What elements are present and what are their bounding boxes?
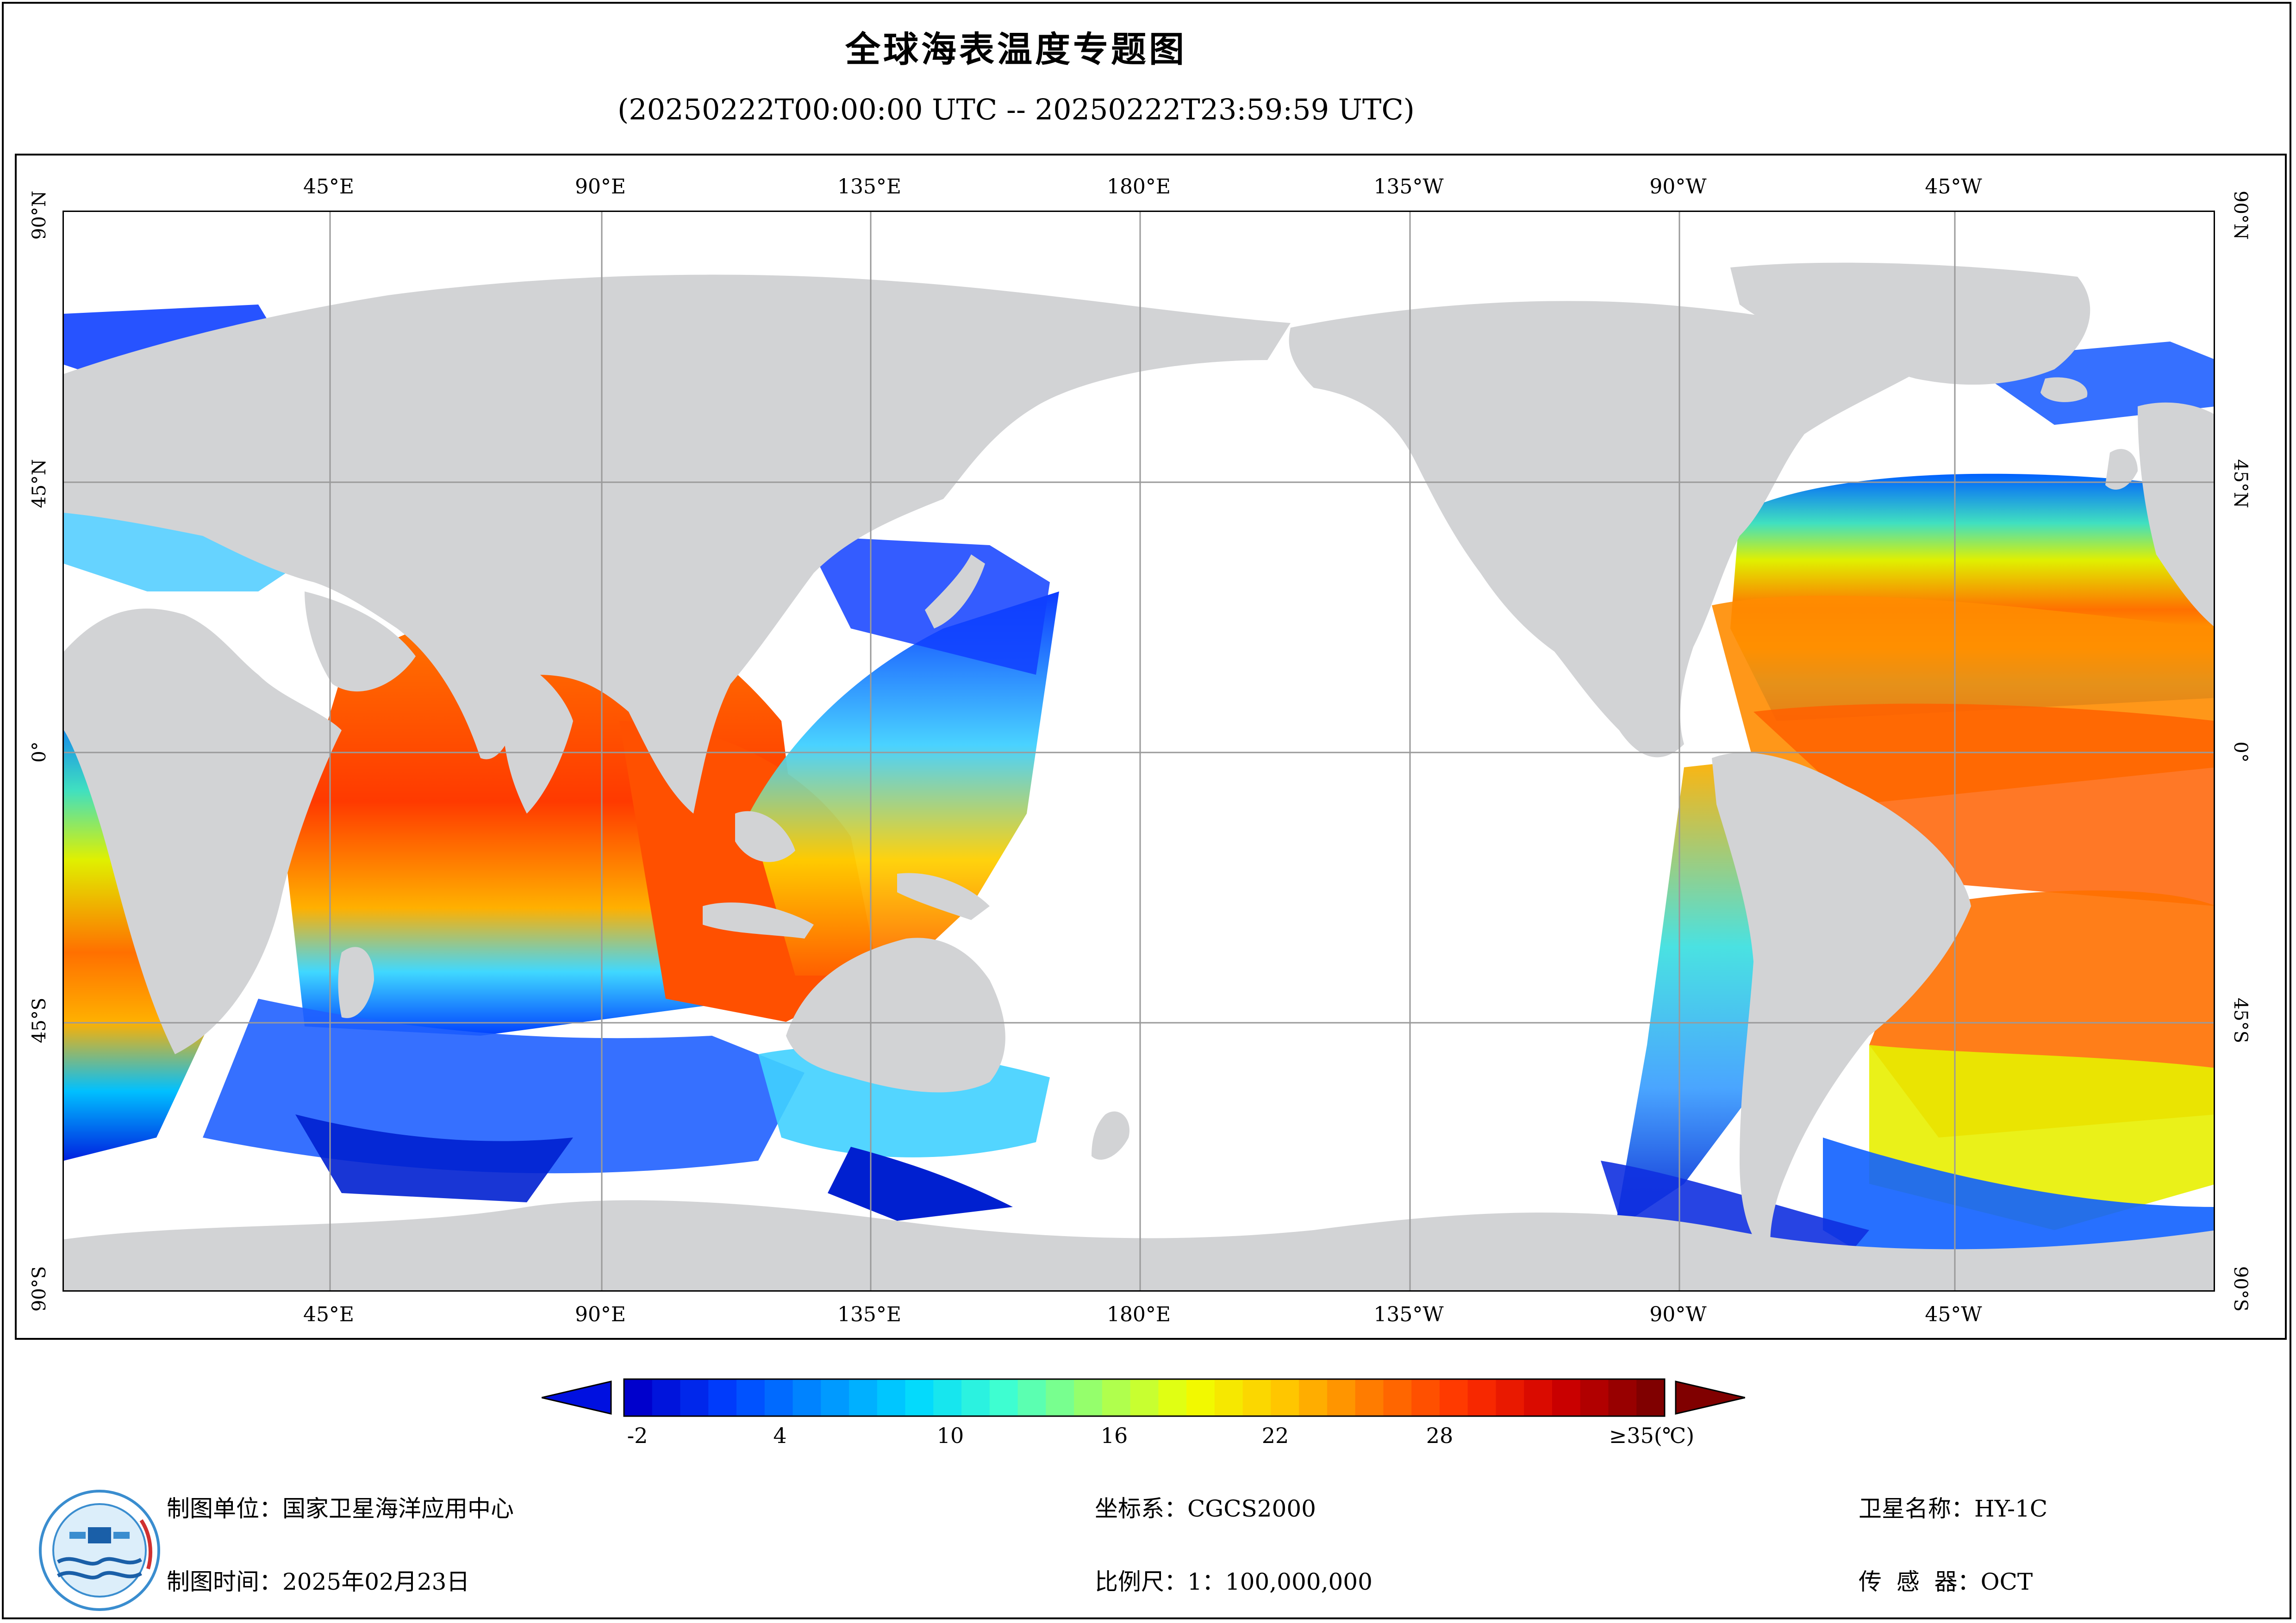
color-bar-cell <box>1299 1379 1328 1416</box>
color-bar-cell <box>1608 1379 1637 1416</box>
lat-label-right-0: 0° <box>2230 741 2251 763</box>
color-bar-cell <box>1383 1379 1412 1416</box>
color-bar-cell <box>624 1379 653 1416</box>
lon-label-bottom-90w: 90°W <box>1649 1303 1707 1326</box>
color-bar-cell <box>905 1379 934 1416</box>
producer-label: 制图单位：国家卫星海洋应用中心 <box>167 1495 514 1522</box>
color-bar-cell <box>1552 1379 1581 1416</box>
sensor-label: 传 感 器：OCT <box>1859 1568 2033 1595</box>
lon-label-bottom-90e: 90°E <box>574 1303 626 1326</box>
legend-tick-28: 28 <box>1426 1423 1454 1448</box>
lat-label-left-90s: 90°S <box>29 1266 50 1312</box>
color-bar-cell <box>1214 1379 1243 1416</box>
color-bar-cell <box>1355 1379 1384 1416</box>
color-bar-cell <box>1102 1379 1131 1416</box>
color-bar-cell <box>764 1379 793 1416</box>
color-bar-cell <box>1524 1379 1553 1416</box>
color-bar-cell <box>736 1379 765 1416</box>
lon-label-top-180e: 180°E <box>1106 175 1171 199</box>
color-bar-cell <box>989 1379 1018 1416</box>
color-bar-cell <box>1327 1379 1356 1416</box>
lon-label-bottom-135e: 135°E <box>837 1303 902 1326</box>
color-bar-cell <box>1271 1379 1300 1416</box>
lat-label-right-90n: 90°N <box>2230 191 2251 240</box>
lat-label-right-45n: 45°N <box>2230 459 2251 508</box>
legend-tick-35: ≥35(℃) <box>1609 1423 1695 1448</box>
color-bar-cell <box>961 1379 990 1416</box>
lat-label-right-90s: 90°S <box>2230 1266 2251 1312</box>
color-bar-cells <box>624 1379 1665 1416</box>
color-bar-cell <box>1580 1379 1609 1416</box>
legend-tick-neg2: -2 <box>627 1423 648 1448</box>
lon-label-bottom-45e: 45°E <box>303 1303 355 1326</box>
color-bar-cell <box>1158 1379 1187 1416</box>
color-bar-cell <box>680 1379 709 1416</box>
map-title: 全球海表温度专题图 <box>845 29 1187 70</box>
lon-label-bottom-180e: 180°E <box>1106 1303 1171 1326</box>
logo-graphic <box>39 1490 160 1611</box>
lon-label-top-45w: 45°W <box>1925 175 1982 199</box>
color-bar-cell <box>877 1379 906 1416</box>
color-bar-cell <box>1439 1379 1468 1416</box>
color-bar-border <box>623 1378 1666 1417</box>
color-bar <box>542 1378 1745 1417</box>
color-bar-cell <box>1046 1379 1075 1416</box>
legend-max-arrow <box>1675 1380 1745 1415</box>
lat-label-left-45n: 45°N <box>29 459 50 508</box>
organization-logo <box>37 1488 162 1613</box>
color-bar-cell <box>1496 1379 1525 1416</box>
lon-label-top-90w: 90°W <box>1649 175 1707 199</box>
lat-label-left-45s: 45°S <box>29 997 50 1044</box>
legend-tick-10: 10 <box>936 1423 964 1448</box>
legend-min-arrow <box>542 1380 612 1415</box>
color-bar-cell <box>1186 1379 1215 1416</box>
lon-label-top-135w: 135°W <box>1373 175 1444 199</box>
map-frame <box>15 154 2287 1340</box>
color-bar-cell <box>1242 1379 1272 1416</box>
color-bar-cell <box>1017 1379 1047 1416</box>
legend-tick-16: 16 <box>1100 1423 1128 1448</box>
lon-label-bottom-45w: 45°W <box>1925 1303 1982 1326</box>
temperature-legend: -2 4 10 16 22 28 ≥35(℃) <box>542 1377 1745 1469</box>
satellite-name-label: 卫星名称：HY-1C <box>1859 1495 2048 1522</box>
color-bar-cell <box>652 1379 681 1416</box>
graticule <box>64 212 2214 1290</box>
lon-label-top-135e: 135°E <box>837 175 902 199</box>
scale-label: 比例尺：1：100,000,000 <box>1095 1568 1373 1595</box>
color-bar-cell <box>708 1379 737 1416</box>
color-bar-cell <box>849 1379 878 1416</box>
lon-label-top-45e: 45°E <box>303 175 355 199</box>
legend-tick-4: 4 <box>773 1423 787 1448</box>
color-bar-cell <box>1411 1379 1440 1416</box>
lon-label-bottom-135w: 135°W <box>1373 1303 1444 1326</box>
sst-map-graphic <box>64 212 2214 1290</box>
lat-label-right-45s: 45°S <box>2230 997 2251 1044</box>
color-bar-cell <box>1636 1379 1665 1416</box>
time-range-subtitle: (20250222T00:00:00 UTC -- 20250222T23:59… <box>618 93 1415 126</box>
color-bar-cell <box>821 1379 850 1416</box>
color-bar-cell <box>1130 1379 1159 1416</box>
lon-label-top-90e: 90°E <box>574 175 626 199</box>
lat-label-left-0: 0° <box>29 741 50 763</box>
color-bar-cell <box>1467 1379 1497 1416</box>
sst-map <box>62 211 2215 1292</box>
color-bar-cell <box>933 1379 962 1416</box>
color-bar-cell <box>1074 1379 1103 1416</box>
legend-tick-22: 22 <box>1261 1423 1289 1448</box>
lat-label-left-90n: 90°N <box>29 191 50 240</box>
production-date-label: 制图时间：2025年02月23日 <box>167 1568 470 1595</box>
color-bar-cell <box>792 1379 822 1416</box>
coordinate-system-label: 坐标系：CGCS2000 <box>1095 1495 1316 1522</box>
